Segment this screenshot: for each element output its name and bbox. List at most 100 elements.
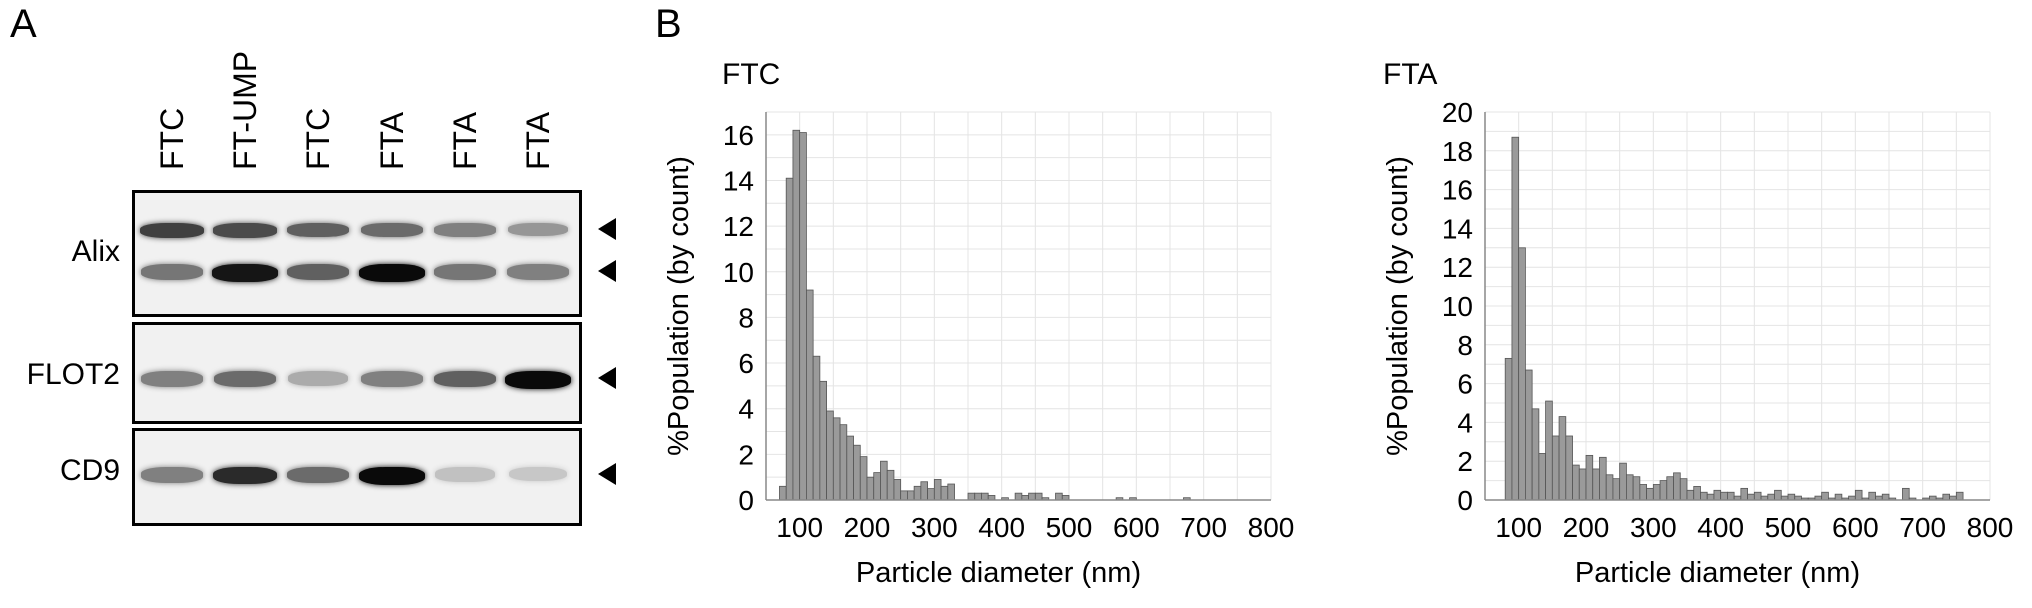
y-tick-label: 4 xyxy=(738,394,754,425)
histogram-bar xyxy=(1524,369,1533,501)
y-tick-label: 0 xyxy=(1457,485,1473,516)
histogram-bar xyxy=(1572,464,1580,501)
blot-band xyxy=(288,371,348,386)
x-tick-label: 700 xyxy=(1180,512,1227,543)
y-tick-label: 2 xyxy=(1457,446,1473,477)
histogram-bar xyxy=(859,456,868,501)
histogram-bar xyxy=(853,444,861,501)
y-tick-label: 16 xyxy=(723,120,754,151)
blot-band xyxy=(212,467,278,485)
panel-letter-b: B xyxy=(655,2,682,46)
histogram-bar xyxy=(799,132,807,501)
histogram-bar xyxy=(913,485,922,501)
lane-label: FT-UMP xyxy=(227,50,263,170)
histogram-bar xyxy=(1720,491,1728,501)
histogram-bar xyxy=(1518,247,1526,501)
y-tick-label: 2 xyxy=(738,439,754,470)
lane-label: FTC xyxy=(154,107,190,170)
row-label: Alix xyxy=(71,235,120,268)
histogram-ftc: 100 200 300 400 500 600 700 800 0 2 4 6 8 10 12 14 16 Par… xyxy=(663,111,1295,589)
histogram-bar xyxy=(1881,493,1890,501)
histogram-bar xyxy=(1679,478,1688,501)
histogram-bar xyxy=(1693,486,1701,501)
blot-box-alix xyxy=(132,190,582,317)
histogram-bar xyxy=(981,492,989,501)
histogram-bar xyxy=(886,469,895,501)
histogram-bar xyxy=(1706,493,1715,501)
histogram-bar xyxy=(974,492,982,501)
x-tick-label: 800 xyxy=(1248,512,1295,543)
blot-band xyxy=(434,223,496,237)
histogram-bar xyxy=(1686,489,1695,501)
histogram-bar xyxy=(1028,492,1036,501)
histogram-bar xyxy=(1787,493,1796,501)
histogram-bar xyxy=(933,479,942,501)
histogram-bar xyxy=(1747,493,1755,501)
histogram-bar xyxy=(1652,484,1661,501)
histogram-fta-title: FTA xyxy=(1383,58,1438,91)
band-arrow-icon xyxy=(598,218,616,240)
histogram-bar xyxy=(1753,491,1762,501)
histogram-bar xyxy=(1726,491,1735,501)
blot-band xyxy=(507,223,569,237)
blot-band xyxy=(508,467,568,482)
x-tick-label: 500 xyxy=(1765,512,1812,543)
x-tick-label: 600 xyxy=(1832,512,1879,543)
y-tick-label: 6 xyxy=(1457,369,1473,400)
histogram-bar xyxy=(880,460,888,501)
blot-band xyxy=(141,467,203,483)
histogram-bar xyxy=(873,472,881,501)
lane-label: FTA xyxy=(374,111,410,170)
histogram-bar xyxy=(1034,492,1043,501)
x-tick-label: 100 xyxy=(776,512,823,543)
y-tick-label: 14 xyxy=(723,165,754,196)
histogram-bar xyxy=(1854,489,1863,501)
histogram-bar xyxy=(1632,476,1641,501)
histogram-bar xyxy=(1578,468,1587,501)
histogram-bar xyxy=(779,485,787,501)
blot-band xyxy=(286,223,350,238)
x-tick-label: 400 xyxy=(978,512,1025,543)
blot-band xyxy=(141,264,203,280)
histogram-bar xyxy=(826,410,834,501)
y-tick-label: 8 xyxy=(738,302,754,333)
y-tick-label: 8 xyxy=(1457,330,1473,361)
x-tick-label: 300 xyxy=(911,512,958,543)
histogram-bar xyxy=(920,481,929,501)
histogram-bar xyxy=(1740,487,1749,501)
histogram-bar xyxy=(947,483,955,501)
histogram-bar xyxy=(1545,400,1553,501)
blot-band xyxy=(286,467,350,484)
histogram-ftc-title: FTC xyxy=(722,58,781,91)
blot-box-cd9 xyxy=(132,428,582,526)
histogram-bar xyxy=(812,355,821,501)
band-arrow-icon xyxy=(598,260,616,282)
histogram-bar xyxy=(1605,474,1614,501)
histogram-bar xyxy=(940,485,949,501)
blot-band xyxy=(140,223,204,238)
blot-band xyxy=(213,371,277,388)
blot-band xyxy=(360,223,424,238)
x-axis-label: Particle diameter (nm) xyxy=(1575,557,1860,589)
blot-band xyxy=(505,371,571,389)
row-label: CD9 xyxy=(59,454,120,487)
histogram-bar xyxy=(1673,472,1681,501)
lane-label: FTC xyxy=(300,107,336,170)
histogram-bar xyxy=(967,492,976,501)
y-axis-label: %Population (by count) xyxy=(1382,156,1414,456)
y-tick-label: 12 xyxy=(723,211,754,242)
histogram-bar xyxy=(1639,484,1648,501)
row-label: FLOT2 xyxy=(26,358,120,391)
histogram-bar xyxy=(792,129,801,501)
histogram-bar xyxy=(900,490,908,501)
x-tick-label: 400 xyxy=(1697,512,1744,543)
histogram-bar xyxy=(1821,491,1829,501)
histogram-bar xyxy=(893,479,902,501)
blot-band xyxy=(359,264,425,282)
histogram-fta: 100 200 300 400 500 600 700 800 0 2 4 6 8 10 12 14 16 18 2… xyxy=(1382,97,2013,589)
histogram-bar xyxy=(866,476,875,501)
blot-band xyxy=(433,371,497,388)
histogram-bar xyxy=(1055,492,1063,501)
blot-band xyxy=(212,264,278,282)
histogram-bar xyxy=(1902,487,1910,501)
